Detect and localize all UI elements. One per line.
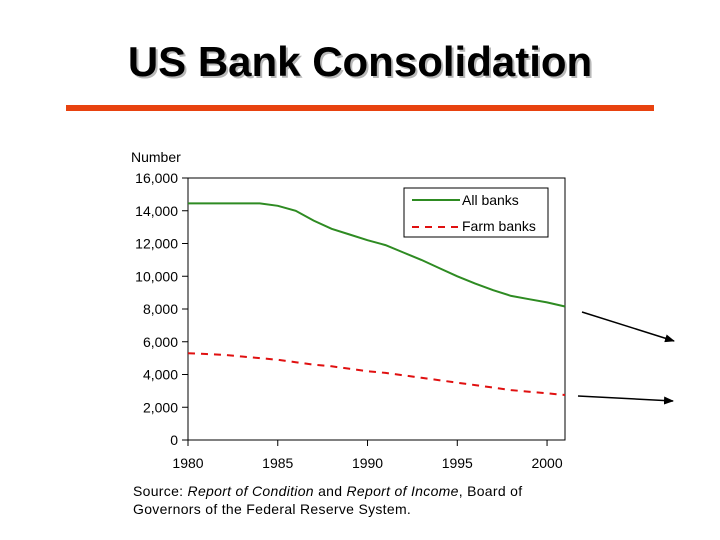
source-report-condition: Report of Condition	[187, 483, 314, 499]
legend-label-farm-banks: Farm banks	[462, 218, 536, 234]
title-underline	[66, 105, 654, 111]
slide-title: US Bank Consolidation	[127, 38, 593, 85]
series-lines	[187, 202, 566, 396]
trend-arrow-all-banks	[581, 311, 675, 343]
x-tick-label: 1995	[442, 455, 473, 471]
source-note: Source: Report of Condition and Report o…	[133, 482, 573, 518]
x-tick-label: 1990	[352, 455, 383, 471]
source-report-income: Report of Income	[346, 483, 459, 499]
x-axis: 1980 1985 1990 1995 2000	[172, 440, 563, 471]
y-tick-label: 10,000	[135, 268, 178, 284]
legend: All banks Farm banks	[403, 187, 549, 238]
y-tick-label: 16,000	[135, 170, 178, 186]
line-chart: Number 0 2,000 4,000 6,000 8,000 10,000 12,000…	[131, 149, 675, 471]
source-rest: , Board of Governors of the Federal Rese…	[133, 483, 523, 517]
y-tick-label: 14,000	[135, 203, 178, 219]
y-axis-label: Number	[131, 149, 181, 165]
legend-label-all-banks: All banks	[462, 192, 519, 208]
x-tick-label: 1985	[262, 455, 293, 471]
series-line-all-banks	[188, 202, 566, 308]
y-tick-label: 0	[170, 432, 178, 448]
x-tick-label: 2000	[531, 455, 562, 471]
trend-arrow-farm-banks	[577, 395, 674, 405]
source-and: and	[313, 483, 347, 499]
y-axis: 0 2,000 4,000 6,000 8,000 10,000 12,000 14,000 1…	[135, 170, 188, 448]
y-tick-label: 12,000	[135, 236, 178, 252]
y-tick-label: 2,000	[143, 399, 178, 415]
y-tick-label: 8,000	[143, 301, 178, 317]
trend-arrows	[577, 311, 675, 405]
legend-box	[403, 187, 549, 238]
y-tick-label: 4,000	[143, 367, 178, 383]
source-prefix: Source:	[133, 483, 188, 499]
x-tick-label: 1980	[172, 455, 203, 471]
series-line-farm-banks	[187, 352, 566, 396]
y-tick-label: 6,000	[143, 334, 178, 350]
